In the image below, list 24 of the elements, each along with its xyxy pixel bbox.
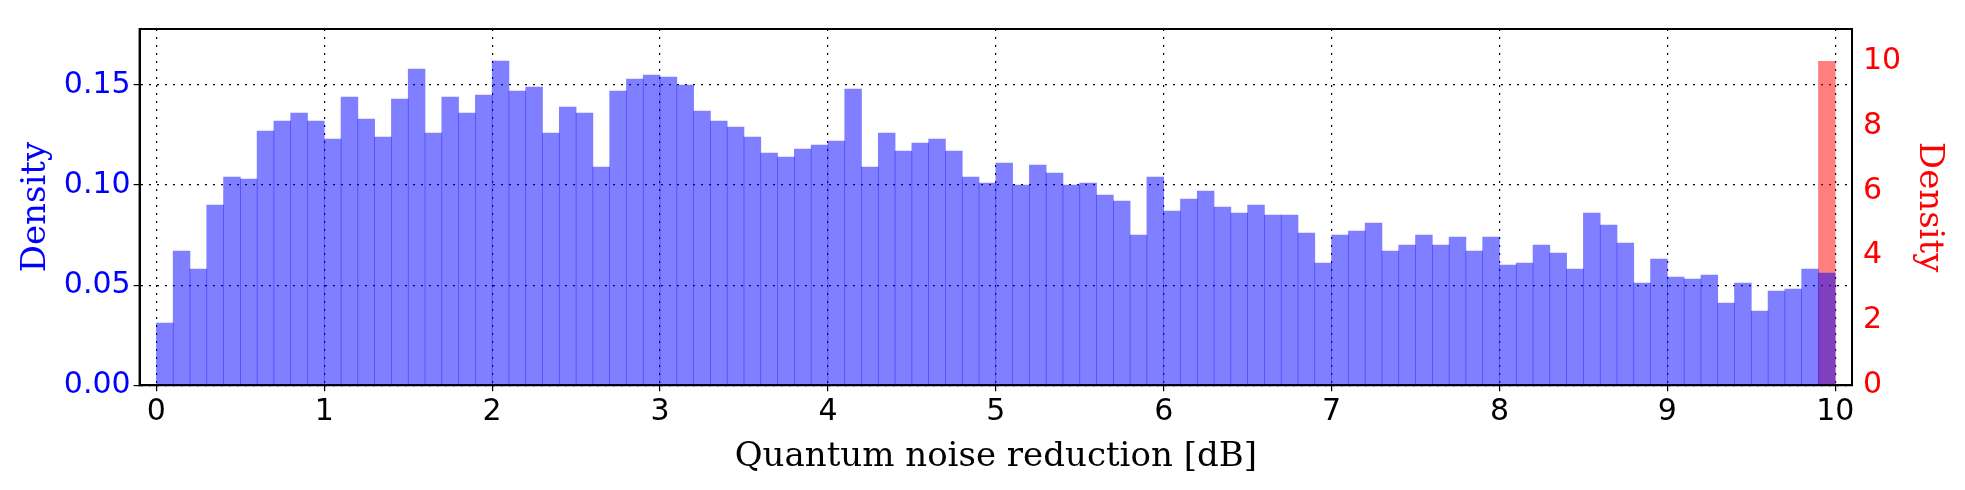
x-tick-label: 9 xyxy=(1657,392,1677,427)
x-tick-label: 7 xyxy=(1322,392,1342,427)
y2-tick-label: 0 xyxy=(1863,365,1883,400)
x-tick-label: 5 xyxy=(986,392,1006,427)
x-tick-label: 0 xyxy=(146,392,166,427)
y2-tick-label: 8 xyxy=(1863,105,1883,141)
x-tick-label: 1 xyxy=(314,392,334,427)
x-tick-label: 8 xyxy=(1489,392,1510,427)
x-tick-label: 2 xyxy=(482,392,502,427)
y2-tick-label: 2 xyxy=(1863,300,1883,336)
y-tick-label: 0.10 xyxy=(63,164,131,200)
x-tick-label: 10 xyxy=(1816,392,1855,427)
y-axis-title: Density xyxy=(13,141,54,273)
y-tick-label: 0.15 xyxy=(63,64,131,100)
x-tick-label: 4 xyxy=(818,392,838,427)
x-tick-label: 6 xyxy=(1154,392,1174,427)
y2-tick-label: 6 xyxy=(1863,170,1883,206)
y-tick-label: 0.00 xyxy=(63,365,131,400)
x-axis-title: Quantum noise reduction [dB] xyxy=(734,434,1257,475)
y-tick-label: 0.05 xyxy=(63,264,131,300)
y2-axis-title: Density xyxy=(1911,141,1952,274)
x-tick-label: 3 xyxy=(650,392,670,427)
y2-tick-label: 10 xyxy=(1863,41,1902,77)
y2-tick-label: 4 xyxy=(1863,235,1883,271)
